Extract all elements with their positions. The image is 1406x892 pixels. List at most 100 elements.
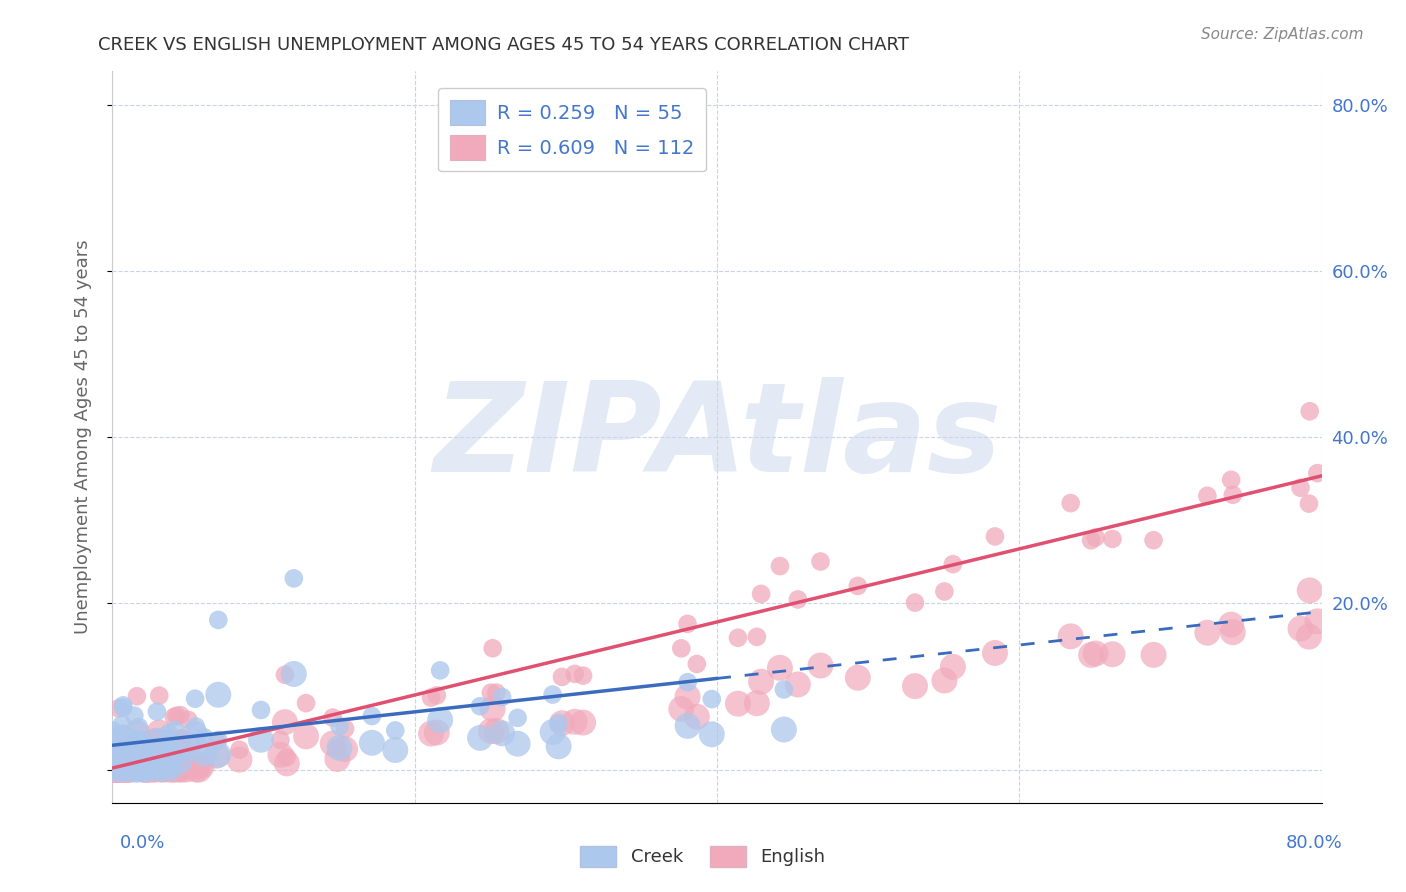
Point [671, 641, 693, 656]
Point [118, 759, 141, 773]
Point [108, 738, 131, 752]
Point [1220, 473, 1243, 487]
Point [107, 763, 129, 777]
Point [157, 736, 180, 750]
Point [188, 763, 211, 777]
Point [155, 731, 177, 746]
Point [115, 763, 138, 777]
Point [904, 596, 927, 610]
Point [700, 692, 723, 706]
Point [333, 722, 356, 736]
Point [136, 763, 159, 777]
Point [104, 763, 127, 777]
Point [105, 763, 128, 777]
Point [125, 763, 148, 777]
Point [107, 763, 129, 777]
Point [169, 747, 191, 761]
Point [174, 763, 197, 777]
Point [118, 745, 141, 759]
Point [135, 761, 157, 775]
Point [115, 763, 138, 777]
Point [135, 763, 157, 777]
Point [108, 763, 131, 777]
Point [146, 705, 169, 719]
Point [749, 587, 772, 601]
Point [143, 763, 166, 777]
Point [326, 741, 349, 756]
Point [184, 720, 207, 734]
Point [101, 763, 124, 777]
Point [149, 763, 172, 777]
Point [163, 763, 186, 777]
Point [773, 682, 796, 697]
Point [107, 763, 129, 777]
Point [274, 667, 297, 681]
Point [129, 731, 152, 746]
Point [541, 688, 564, 702]
Point [157, 736, 180, 750]
Point [132, 763, 155, 777]
Point [1298, 497, 1320, 511]
Point [686, 657, 709, 671]
Point [250, 703, 273, 717]
Point [132, 763, 155, 777]
Point [169, 708, 191, 723]
Point [177, 713, 200, 727]
Point [191, 755, 214, 769]
Point [205, 734, 228, 748]
Point [942, 557, 965, 571]
Point [118, 759, 141, 773]
Point [274, 667, 297, 681]
Point [115, 752, 138, 766]
Point [170, 763, 193, 777]
Point [127, 744, 149, 758]
Point [934, 584, 956, 599]
Y-axis label: Unemployment Among Ages 45 to 54 years: Unemployment Among Ages 45 to 54 years [73, 240, 91, 634]
Point [361, 709, 384, 723]
Point [322, 710, 344, 724]
Point [547, 716, 569, 731]
Point [135, 763, 157, 777]
Point [139, 755, 162, 769]
Point [1306, 466, 1329, 480]
Point [128, 720, 150, 734]
Point [115, 762, 138, 776]
Point [136, 749, 159, 764]
Point [135, 763, 157, 777]
Point [125, 690, 148, 704]
Point [166, 744, 188, 758]
Point [149, 742, 172, 756]
Point [174, 763, 197, 777]
Text: ZIPAtlas: ZIPAtlas [433, 376, 1001, 498]
Point [124, 708, 146, 723]
Point [727, 631, 749, 645]
Point [167, 763, 190, 777]
Point [112, 763, 135, 777]
Point [117, 745, 139, 759]
Point [134, 761, 156, 775]
Point [676, 675, 699, 690]
Point [115, 763, 138, 777]
Point [846, 579, 869, 593]
Point [136, 739, 159, 754]
Point [1080, 533, 1102, 548]
Point [564, 666, 586, 681]
Point [468, 699, 491, 714]
Point [1060, 496, 1083, 510]
Point [134, 758, 156, 772]
Point [1298, 497, 1320, 511]
Point [112, 763, 135, 777]
Point [1222, 488, 1244, 502]
Point [118, 740, 141, 755]
Point [110, 752, 132, 766]
Point [142, 740, 165, 755]
Point [700, 692, 723, 706]
Point [283, 571, 305, 585]
Point [129, 731, 152, 746]
Point [101, 723, 124, 738]
Point [184, 763, 207, 777]
Point [115, 763, 138, 777]
Point [107, 701, 129, 715]
Point [135, 763, 157, 777]
Point [112, 700, 135, 714]
